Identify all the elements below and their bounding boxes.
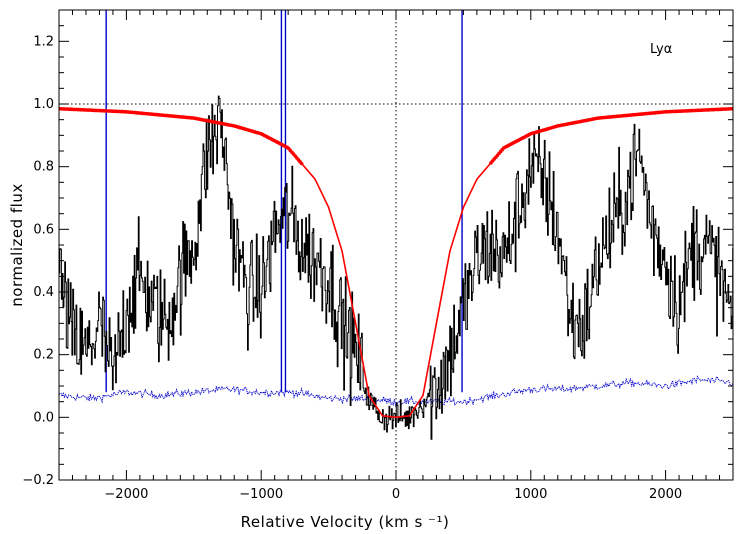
x-tick-label: −1000 [239, 487, 283, 502]
x-tick-label: 2000 [649, 487, 682, 502]
y-tick-label: 1.0 [33, 97, 54, 112]
y-tick-label: 0.4 [33, 285, 54, 300]
y-tick-label: 0.8 [33, 160, 54, 175]
x-axis-title: Relative Velocity (km s ⁻¹) [241, 513, 450, 531]
reference-lines [59, 10, 733, 480]
y-tick-label: −0.2 [22, 473, 54, 488]
y-axis-title: normalized flux [8, 183, 26, 306]
annotation-lyalpha: Lyα [650, 42, 672, 57]
y-tick-label: 1.2 [33, 34, 54, 49]
series-layer [59, 10, 733, 440]
y-tick-label: 0.2 [33, 348, 54, 363]
fit-point [299, 161, 304, 166]
y-tick-label: 0.0 [33, 410, 54, 425]
flux-spectrum-line [59, 95, 733, 440]
x-tick-label: 0 [392, 487, 400, 502]
x-tick-label: −2000 [104, 487, 148, 502]
y-tick-label: 0.6 [33, 222, 54, 237]
fit-point [730, 107, 733, 111]
axis-ticks: −2000 −1000 0 1000 2000 −0.2 0.0 0.2 0.4 0.6 0.8 1.… [22, 9, 734, 502]
error-spectrum-line [59, 375, 733, 407]
x-tick-label: 1000 [514, 487, 547, 502]
